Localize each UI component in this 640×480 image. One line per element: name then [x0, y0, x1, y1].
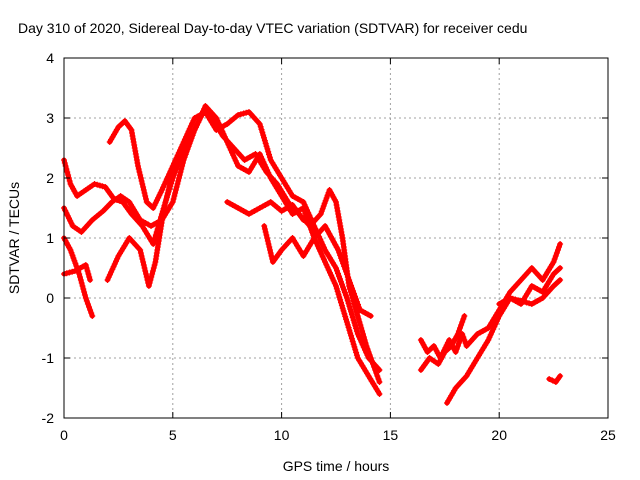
series-trace-12	[496, 277, 564, 307]
plus-markers	[417, 313, 468, 373]
plus-markers	[546, 373, 564, 385]
y-tick-label: 1	[46, 230, 54, 246]
y-tick-label: 0	[46, 290, 54, 306]
y-tick-label: 2	[46, 170, 54, 186]
series-trace-13	[546, 373, 564, 385]
y-tick-label: -1	[42, 350, 55, 366]
series-trace-10	[417, 313, 468, 373]
plus-markers	[224, 199, 307, 223]
y-tick-label: -2	[42, 410, 55, 426]
axis-ticks: 0 5 10 15 20 25 -2 -1 0 1 2 3 4	[42, 50, 616, 443]
series-trace-6	[104, 169, 176, 289]
chart-title: Day 310 of 2020, Sidereal Day-to-day VTE…	[18, 20, 527, 36]
x-axis-label: GPS time / hours	[283, 458, 390, 474]
x-tick-label: 15	[383, 427, 399, 443]
plus-markers	[106, 109, 383, 373]
x-tick-label: 20	[491, 427, 507, 443]
y-axis-label: SDTVAR / TECUs	[6, 182, 22, 294]
series-trace-8	[261, 223, 374, 319]
x-tick-label: 0	[60, 427, 68, 443]
y-tick-label: 3	[46, 110, 54, 126]
series-trace-5	[106, 109, 383, 373]
x-tick-label: 25	[600, 427, 616, 443]
y-tick-label: 4	[46, 50, 54, 66]
plus-markers	[417, 241, 564, 361]
data-series	[61, 103, 564, 406]
plus-markers	[261, 223, 374, 319]
plus-markers	[104, 169, 176, 289]
x-tick-label: 5	[169, 427, 177, 443]
plus-markers	[496, 277, 564, 307]
series-trace-9	[417, 241, 564, 361]
x-tick-label: 10	[274, 427, 290, 443]
series-trace-7	[224, 199, 307, 223]
